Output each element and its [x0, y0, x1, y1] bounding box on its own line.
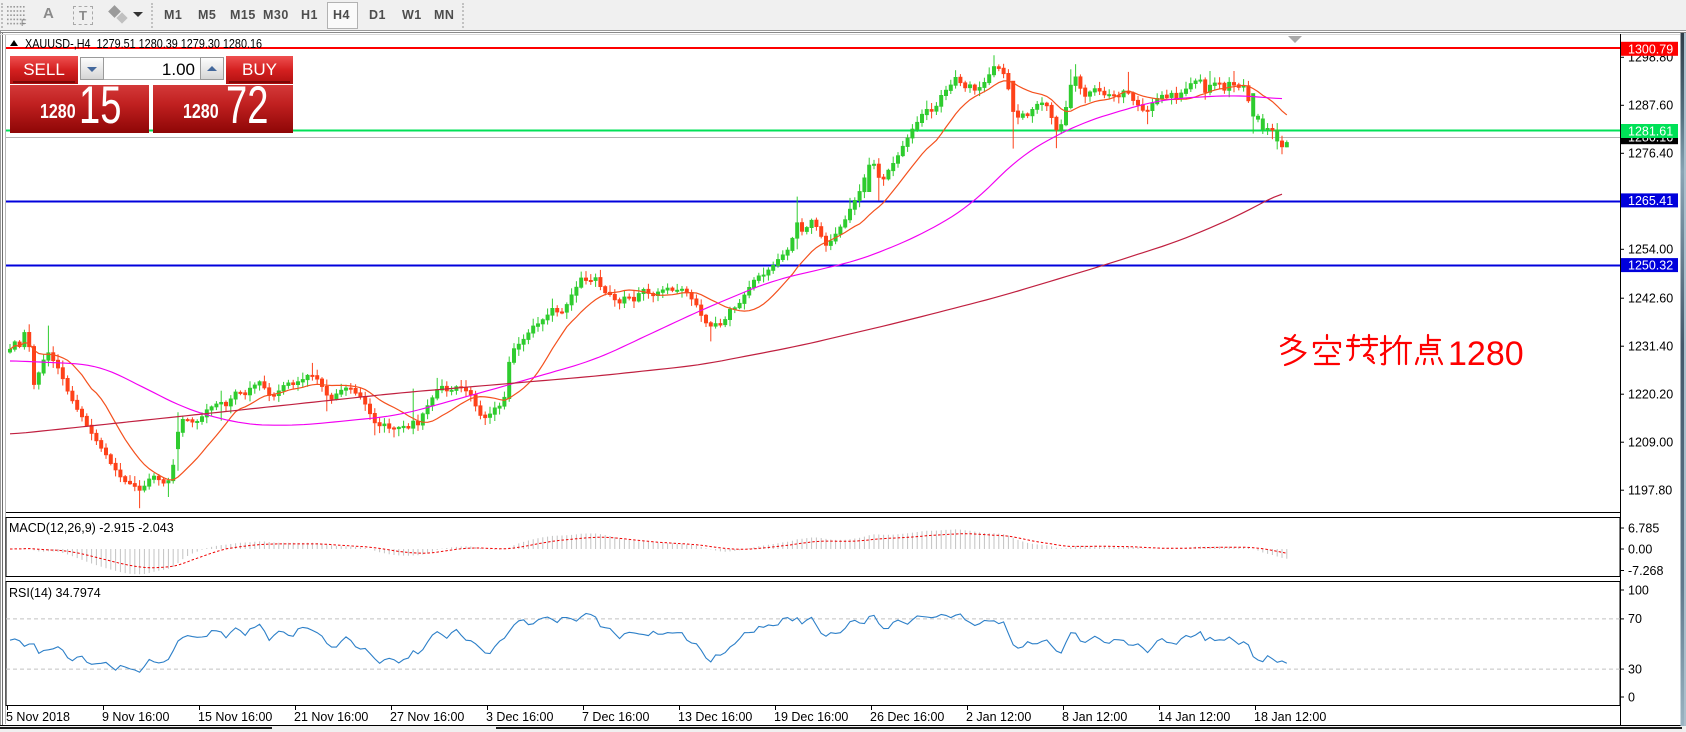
svg-text:70: 70 — [1628, 612, 1642, 626]
svg-text:-7.268: -7.268 — [1628, 564, 1663, 578]
svg-text:XAUUSD-,H4 1279.51 1280.39 12: XAUUSD-,H4 1279.51 1280.39 1279.30 1280.… — [25, 37, 262, 51]
svg-text:19 Dec 16:00: 19 Dec 16:00 — [774, 710, 848, 724]
svg-text:1197.80: 1197.80 — [1628, 484, 1672, 498]
svg-text:1242.60: 1242.60 — [1628, 292, 1673, 306]
svg-text:1280: 1280 — [1448, 335, 1524, 373]
svg-text:1250.32: 1250.32 — [1628, 259, 1673, 273]
svg-text:30: 30 — [1628, 662, 1642, 676]
svg-text:26 Dec 16:00: 26 Dec 16:00 — [870, 710, 944, 724]
svg-text:1287.60: 1287.60 — [1628, 99, 1673, 113]
svg-text:1281.61: 1281.61 — [1628, 125, 1673, 139]
svg-text:3 Dec 16:00: 3 Dec 16:00 — [486, 710, 553, 724]
svg-text:18 Jan 12:00: 18 Jan 12:00 — [1254, 710, 1326, 724]
svg-text:21 Nov 16:00: 21 Nov 16:00 — [294, 710, 368, 724]
svg-text:1276.40: 1276.40 — [1628, 147, 1673, 161]
svg-text:0.00: 0.00 — [1628, 542, 1652, 556]
svg-text:5 Nov 2018: 5 Nov 2018 — [6, 710, 70, 724]
svg-text:MACD(12,26,9) -2.915 -2.043: MACD(12,26,9) -2.915 -2.043 — [9, 521, 174, 535]
svg-text:13 Dec 16:00: 13 Dec 16:00 — [678, 710, 752, 724]
svg-text:RSI(14) 34.7974: RSI(14) 34.7974 — [9, 586, 101, 600]
svg-text:15 Nov 16:00: 15 Nov 16:00 — [198, 710, 272, 724]
svg-text:1209.00: 1209.00 — [1628, 436, 1673, 450]
svg-text:9 Nov 16:00: 9 Nov 16:00 — [102, 710, 169, 724]
svg-text:1231.40: 1231.40 — [1628, 340, 1673, 354]
svg-text:6.785: 6.785 — [1628, 521, 1659, 535]
svg-text:2 Jan 12:00: 2 Jan 12:00 — [966, 710, 1031, 724]
svg-text:100: 100 — [1628, 583, 1649, 597]
svg-text:7 Dec 16:00: 7 Dec 16:00 — [582, 710, 649, 724]
svg-text:8 Jan 12:00: 8 Jan 12:00 — [1062, 710, 1127, 724]
svg-text:14 Jan 12:00: 14 Jan 12:00 — [1158, 710, 1230, 724]
svg-text:27 Nov 16:00: 27 Nov 16:00 — [390, 710, 464, 724]
svg-text:0: 0 — [1628, 690, 1635, 704]
svg-text:F: F — [21, 18, 27, 27]
svg-text:1300.79: 1300.79 — [1628, 42, 1673, 56]
svg-text:1265.41: 1265.41 — [1628, 194, 1673, 208]
svg-text:1254.00: 1254.00 — [1628, 243, 1673, 257]
svg-text:1220.20: 1220.20 — [1628, 388, 1673, 402]
